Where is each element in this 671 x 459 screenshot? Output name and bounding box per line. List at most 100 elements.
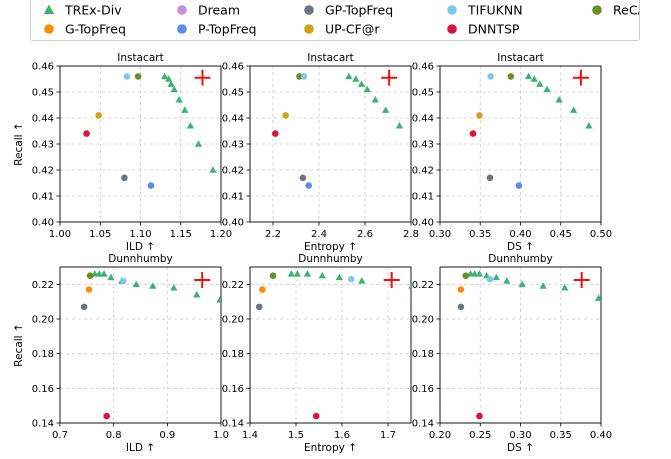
- x-tick-label: 0.50: [590, 229, 612, 240]
- trex-div-point: [170, 284, 178, 291]
- y-tick-label: 0.16: [222, 384, 244, 395]
- legend-label: ReCANet: [613, 3, 639, 18]
- g-topfreq-point: [259, 286, 266, 293]
- trex-div-point: [335, 273, 343, 281]
- x-tick-label: 2.4: [311, 229, 327, 240]
- y-tick-label: 0.14: [222, 419, 244, 430]
- trex-div-point: [475, 270, 484, 277]
- legend-marker-circle-icon: [44, 24, 54, 34]
- y-tick-label: 0.43: [32, 140, 54, 151]
- tifuknn-point: [300, 73, 308, 80]
- x-axis-label: DS ↑: [507, 442, 534, 454]
- trex-div-point: [524, 72, 533, 80]
- y-tick-label: 0.40: [412, 218, 434, 229]
- trex-div-point: [352, 75, 360, 82]
- ideal-point-plus-icon: [572, 69, 589, 86]
- g-topfreq-point: [457, 286, 465, 293]
- recanet-point: [507, 73, 515, 80]
- gp-topfreq-point: [486, 174, 494, 182]
- tifuknn-point: [123, 73, 131, 80]
- data-layer: [83, 69, 217, 189]
- trex-div-point: [536, 80, 544, 87]
- legend-label: G-TopFreq: [65, 22, 126, 37]
- x-tick-label: 2.6: [357, 229, 373, 240]
- legend-item-tifuknn: TIFUKNN: [447, 3, 523, 18]
- dnntsp-point: [469, 130, 477, 137]
- panel-title: Instacart: [497, 52, 543, 64]
- trex-div-point: [175, 96, 183, 103]
- tifuknn-point: [487, 73, 495, 80]
- legend-label: TREx-Div: [64, 3, 122, 18]
- x-tick-label: 0.30: [429, 229, 451, 240]
- up-cf-r-point: [282, 112, 289, 119]
- panel-title: Dunnhumby: [298, 253, 362, 265]
- x-tick-label: 1.0: [213, 430, 229, 441]
- y-tick-label: 0.41: [412, 192, 434, 203]
- y-tick-label: 0.41: [222, 192, 244, 203]
- x-tick-label: 0.35: [550, 430, 572, 441]
- trex-div-point: [471, 270, 479, 277]
- x-tick-label: 1.7: [380, 430, 396, 441]
- x-tick-label: 2.8: [403, 229, 419, 240]
- legend-item-gp-topfreq: GP-TopFreq: [304, 3, 393, 18]
- y-tick-label: 0.44: [222, 114, 244, 125]
- chart-panel-1: 1.00 1.05 1.10 1.15 1.20 0.40 0.41 0.42 0.43 0.44…: [13, 52, 232, 253]
- x-axis-label: ILD ↑: [126, 442, 155, 454]
- legend-item-recanet: ReCANet: [592, 3, 668, 18]
- data-layer: [457, 270, 601, 420]
- x-tick-label: 1.4: [242, 430, 258, 441]
- data-layer: [80, 270, 221, 420]
- y-tick-label: 0.44: [32, 114, 54, 125]
- ideal-point-plus-icon: [383, 272, 400, 288]
- trex-div-point: [194, 140, 203, 147]
- chart-panel-6: 0.20 0.25 0.30 0.35 0.40 0.14 0.16 0.18 0.20 0.22…: [412, 253, 612, 454]
- dnntsp-point: [476, 412, 483, 420]
- trex-div-point: [132, 280, 140, 288]
- y-axis-label: Recall ↑: [13, 323, 25, 366]
- panel-title: Dunnhumby: [108, 253, 172, 265]
- dnntsp-point: [272, 130, 279, 137]
- y-axis-label: Recall ↑: [13, 122, 25, 165]
- trex-div-point: [165, 75, 173, 82]
- y-tick-label: 0.14: [412, 419, 434, 430]
- y-tick-label: 0.43: [412, 140, 434, 151]
- x-axis-label: Entropy ↑: [304, 241, 357, 253]
- legend-item-g-topfreq: G-TopFreq: [44, 22, 126, 37]
- trex-div-point: [100, 270, 108, 277]
- legend-label: P-TopFreq: [198, 22, 257, 37]
- chart-panel-4: 0.7 0.8 0.9 1.0 0.14 0.16 0.18 0.20 0.22 Dunnhumb…: [13, 253, 229, 454]
- y-tick-label: 0.43: [222, 140, 244, 151]
- p-topfreq-point: [305, 182, 312, 189]
- axes-frame: [59, 266, 222, 424]
- x-tick-label: 1.10: [129, 229, 151, 240]
- chart-panel-5: 1.4 1.5 1.6 1.7 0.14 0.16 0.18 0.20 0.22 Dunnhumb…: [222, 253, 412, 454]
- x-tick-label: 1.00: [49, 229, 71, 240]
- trex-div-point: [107, 273, 115, 281]
- x-tick-label: 1.05: [89, 229, 111, 240]
- axes-frame: [249, 266, 412, 424]
- trex-div-point: [570, 106, 578, 113]
- g-topfreq-point: [85, 286, 93, 293]
- y-tick-label: 0.18: [412, 349, 434, 360]
- legend: TREx-Div G-TopFreq Dream P-TopFreq GP-TopFre…: [30, 0, 668, 41]
- legend-marker-circle-icon: [304, 5, 314, 15]
- legend-marker-circle-icon: [177, 24, 187, 34]
- legend-label: Dream: [198, 3, 240, 18]
- recanet-point: [269, 272, 277, 279]
- y-tick-label: 0.42: [412, 166, 434, 177]
- panel-title: Instacart: [117, 52, 163, 64]
- panel-title: Dunnhumby: [488, 253, 552, 265]
- legend-marker-circle-icon: [447, 24, 457, 34]
- legend-marker-circle-icon: [592, 5, 602, 15]
- trex-div-point: [149, 282, 157, 289]
- trex-div-point: [594, 294, 601, 301]
- ideal-point-plus-icon: [573, 272, 590, 288]
- y-tick-label: 0.40: [32, 218, 54, 229]
- trex-div-point: [345, 72, 353, 80]
- x-tick-label: 2.2: [265, 229, 281, 240]
- legend-marker-circle-icon: [304, 24, 314, 34]
- y-tick-label: 0.20: [32, 315, 54, 326]
- trex-div-point: [530, 75, 538, 82]
- up-cf-r-point: [476, 112, 483, 119]
- recanet-point: [86, 272, 94, 279]
